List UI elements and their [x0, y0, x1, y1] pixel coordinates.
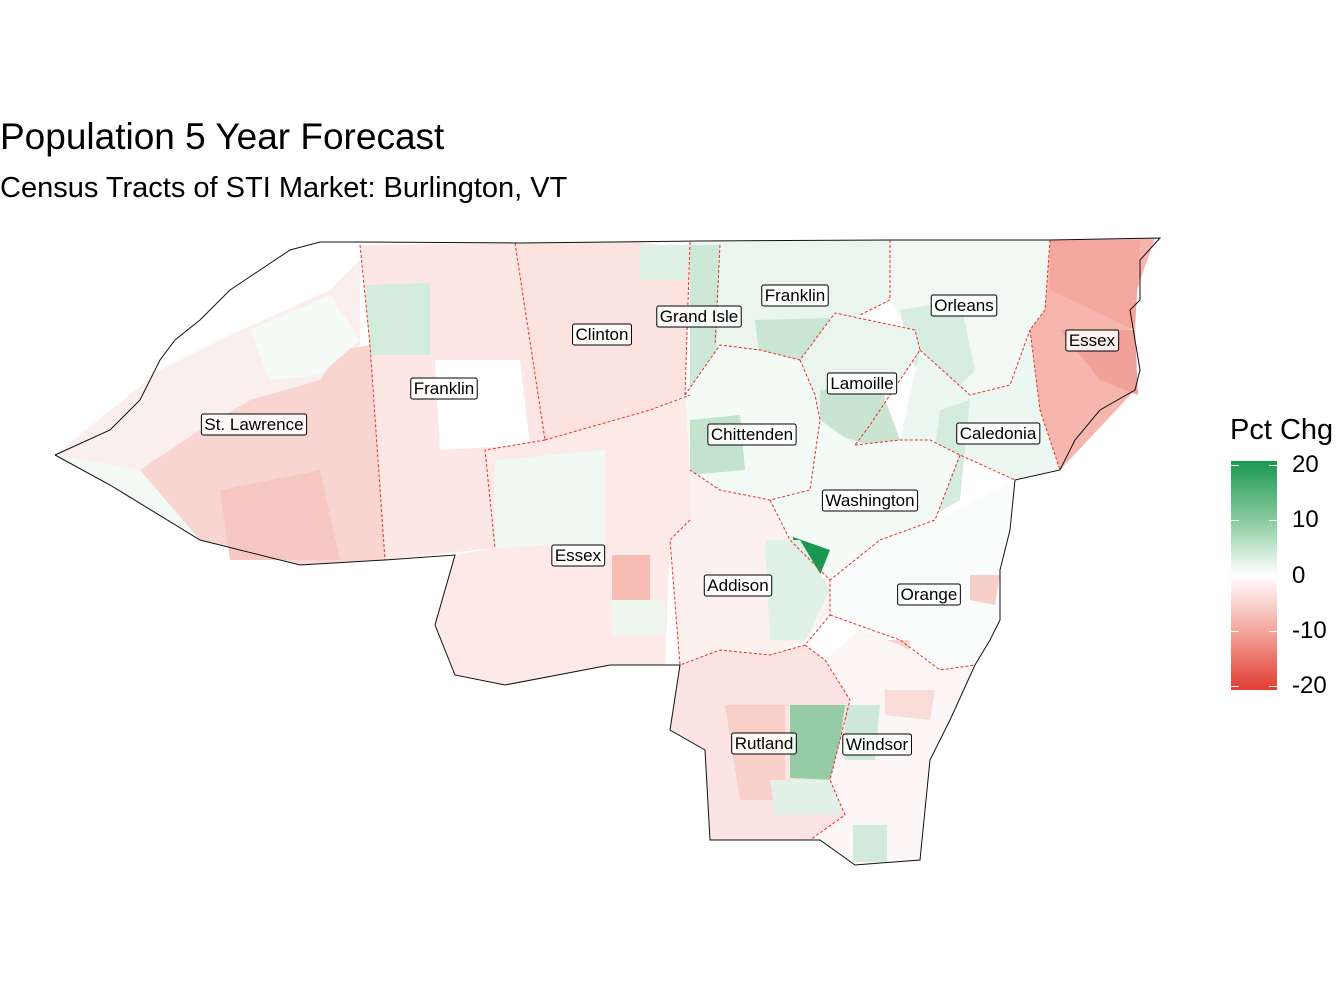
- county-label-box: [930, 294, 998, 317]
- county-labels: St. Lawrence Franklin Clinton Grand Isle Fra…: [200, 284, 1120, 756]
- county-label: Orange: [897, 583, 961, 606]
- county-label-text: Addison: [707, 576, 768, 595]
- tract: [612, 555, 650, 600]
- legend-tick: [1231, 686, 1239, 687]
- legend-label: -10: [1292, 616, 1327, 644]
- county-label-text: Clinton: [576, 325, 629, 344]
- county-label-box: [842, 733, 913, 756]
- county-label-box: [821, 489, 919, 512]
- legend-tick: [1269, 465, 1277, 466]
- county-label-text: Windsor: [846, 735, 909, 754]
- tract: [820, 385, 900, 445]
- county-label-box: [761, 284, 829, 307]
- legend-label: -20: [1292, 672, 1327, 699]
- legend-tick: [1231, 630, 1239, 632]
- tract: [612, 600, 665, 635]
- tract: [495, 450, 605, 548]
- tract: [790, 705, 845, 780]
- tract: [765, 540, 830, 640]
- tract: [885, 690, 935, 720]
- tract: [1050, 240, 1140, 330]
- legend-label: 10: [1292, 506, 1319, 534]
- county-label: Essex: [551, 544, 606, 567]
- county-label: Rutland: [731, 732, 797, 755]
- county-label-text: Orleans: [934, 296, 994, 315]
- county-label-text: Washington: [825, 491, 914, 510]
- legend-title: Pct Chg: [1230, 414, 1334, 446]
- legend-tick: [1269, 630, 1277, 632]
- tract: [770, 780, 845, 815]
- tract: [690, 240, 890, 395]
- page-title: Population 5 Year Forecast: [0, 116, 445, 157]
- tract: [250, 295, 360, 380]
- county-label: Grand Isle: [656, 305, 742, 328]
- county-label-text: Franklin: [414, 379, 474, 398]
- legend-tick: [1231, 575, 1239, 577]
- legend-tick: [1269, 575, 1277, 577]
- county-label-text: Franklin: [765, 286, 825, 305]
- tract: [900, 300, 975, 400]
- county-label-text: Orange: [901, 585, 958, 604]
- county-label: Franklin: [761, 284, 829, 307]
- county-label-text: Lamoille: [830, 374, 893, 393]
- page-subtitle: Census Tracts of STI Market: Burlington,…: [0, 172, 568, 204]
- county-label-box: [551, 544, 606, 567]
- legend-tick: [1231, 465, 1239, 466]
- county-label: Orleans: [930, 294, 998, 317]
- county-label-text: St. Lawrence: [204, 415, 303, 434]
- tract: [853, 825, 887, 862]
- legend-tick: [1269, 520, 1277, 522]
- county-label-text: Essex: [555, 546, 602, 565]
- county-label: Windsor: [842, 733, 913, 756]
- county-label-text: Chittenden: [711, 425, 793, 444]
- tract: [365, 283, 430, 355]
- tract: [435, 360, 530, 450]
- county-label-box: [200, 413, 308, 436]
- county-label-box: [826, 372, 898, 395]
- county-label-box: [656, 305, 742, 328]
- county-label-box: [897, 583, 961, 606]
- tract: [220, 470, 340, 560]
- county-label-box: [731, 732, 797, 755]
- region-outline: [54, 237, 1162, 866]
- county-label: Washington: [821, 489, 919, 512]
- county-label-box: [703, 574, 773, 597]
- tract: [640, 245, 690, 280]
- legend-tick: [1231, 520, 1239, 522]
- county-label-box: [410, 377, 478, 400]
- county-label: Franklin: [410, 377, 478, 400]
- county-label: Chittenden: [707, 423, 797, 446]
- county-label-text: Grand Isle: [660, 307, 738, 326]
- county-label: Clinton: [572, 323, 632, 346]
- county-label: Caledonia: [956, 422, 1041, 445]
- legend-tick: [1269, 686, 1277, 687]
- legend-label: 20: [1292, 451, 1319, 478]
- county-borders: [359, 239, 1061, 841]
- county-label: St. Lawrence: [200, 413, 308, 436]
- county-label: Addison: [703, 574, 773, 597]
- county-label-text: Rutland: [735, 734, 794, 753]
- county-label-text: Essex: [1069, 331, 1116, 350]
- county-label-box: [572, 323, 632, 346]
- county-label-box: [707, 423, 797, 446]
- county-label: Essex: [1065, 329, 1120, 352]
- county-label-text: Caledonia: [960, 424, 1037, 443]
- tract: [970, 575, 1000, 605]
- legend-label: 0: [1292, 561, 1306, 589]
- county-label: Lamoille: [826, 372, 898, 395]
- county-label-box: [956, 422, 1041, 445]
- tract: [830, 480, 1015, 670]
- county-label-box: [1065, 329, 1120, 352]
